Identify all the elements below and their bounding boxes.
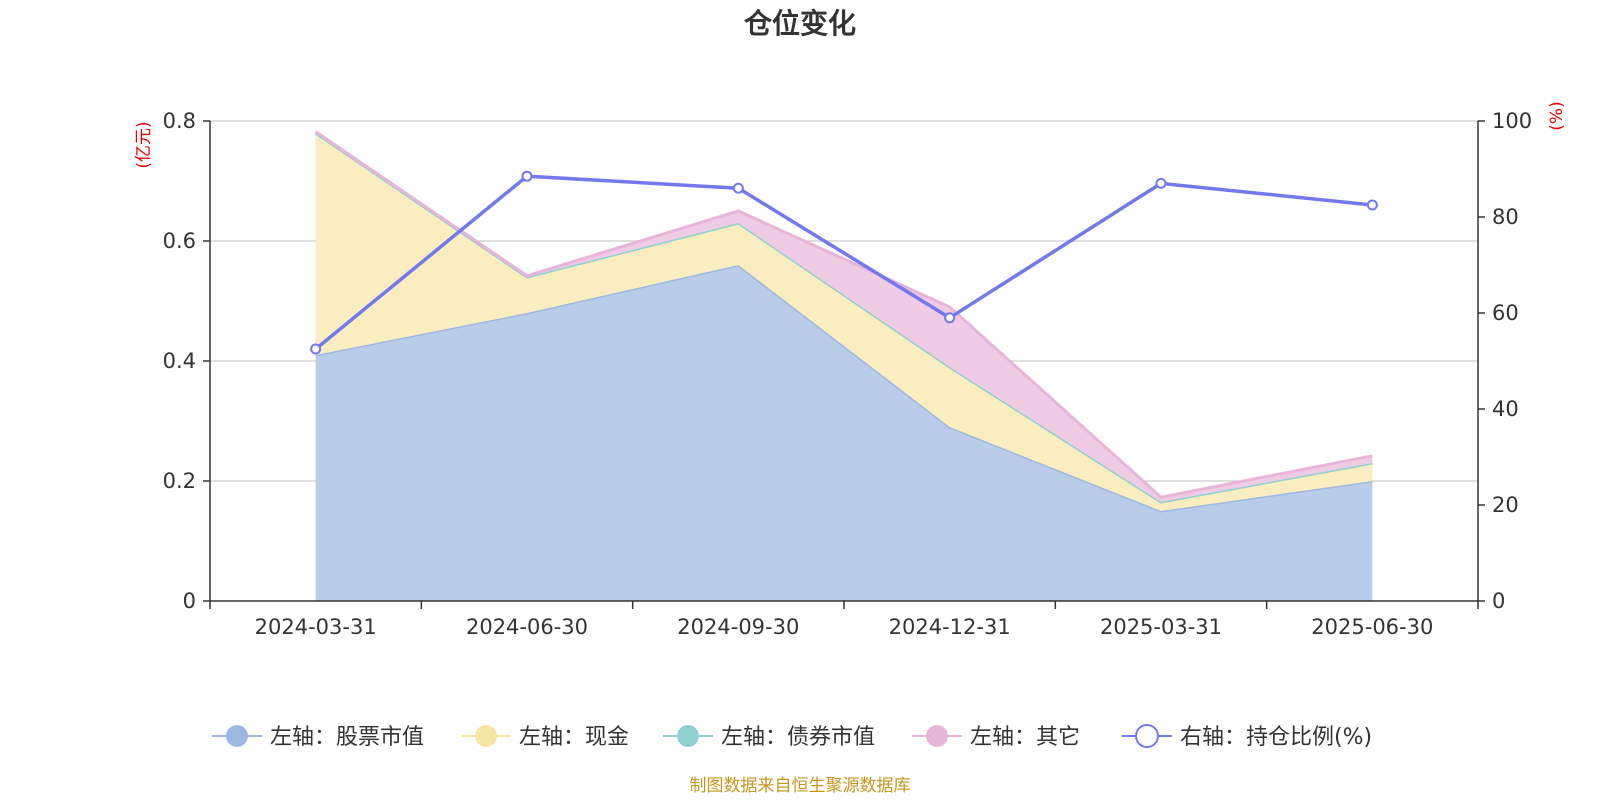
right-axis-ticks: 0 20 40 60 80 100: [1478, 109, 1532, 613]
legend-marker: [226, 725, 248, 747]
x-tick-label: 2025-06-30: [1311, 615, 1433, 639]
right-tick-label: 0: [1492, 589, 1505, 613]
area-1: [315, 265, 1373, 601]
ratio-line-path: [314, 174, 1373, 351]
data-source: 制图数据来自恒生聚源数据库: [690, 776, 911, 796]
legend-label: 左轴：其它: [970, 725, 1080, 750]
right-tick-label: 100: [1492, 109, 1532, 133]
x-tick-label: 2025-03-31: [1100, 615, 1222, 639]
chart-title: 仓位变化: [744, 7, 856, 40]
ratio-point: [310, 343, 322, 355]
legend-label: 左轴：股票市值: [270, 725, 424, 750]
left-tick-label: 0: [183, 589, 196, 613]
legend-marker: [677, 725, 699, 747]
x-tick-label: 2024-06-30: [466, 615, 588, 639]
legend-item: 左轴：现金: [461, 725, 629, 750]
left-tick-label: 0.2: [163, 469, 196, 493]
ratio-point: [1366, 199, 1378, 211]
legend-item: 左轴：债券市值: [663, 725, 875, 750]
left-axis-unit: (亿元): [134, 121, 154, 168]
ratio-point: [1155, 177, 1167, 189]
legend-marker: [475, 725, 497, 747]
right-tick-label: 40: [1492, 397, 1519, 421]
x-axis-ticks: 2024-03-31 2024-06-30 2024-09-30 2024-12-31…: [209, 601, 1479, 639]
legend-item: 左轴：股票市值: [212, 725, 424, 750]
x-tick-label: 2024-12-31: [889, 615, 1011, 639]
left-tick-label: 0.6: [163, 229, 196, 253]
ratio-point: [944, 312, 956, 324]
legend: 左轴：股票市值 左轴：现金 左轴：债券市值 左轴：其它 右轴：持仓比例(%): [212, 724, 1372, 750]
legend-marker: [1135, 724, 1159, 748]
ratio-point: [521, 170, 533, 182]
legend-marker: [926, 725, 948, 747]
legend-label: 右轴：持仓比例(%): [1180, 725, 1372, 750]
right-tick-label: 60: [1492, 301, 1519, 325]
right-tick-label: 20: [1492, 493, 1519, 517]
ratio-point: [732, 182, 744, 194]
legend-label: 左轴：现金: [519, 725, 629, 750]
right-tick-label: 80: [1492, 205, 1519, 229]
area-edge-4: [314, 130, 1373, 499]
ratio-line: [310, 170, 1378, 355]
legend-item: 左轴：其它: [912, 725, 1080, 750]
area-2: [315, 133, 1373, 511]
left-tick-label: 0.4: [163, 349, 196, 373]
stacked-areas: [314, 130, 1373, 601]
legend-item: 右轴：持仓比例(%): [1122, 724, 1372, 750]
legend-label: 左轴：债券市值: [721, 725, 875, 750]
left-tick-label: 0.8: [163, 109, 196, 133]
right-axis-unit: (%): [1547, 101, 1567, 130]
left-axis-ticks: 0 0.2 0.4 0.6 0.8: [163, 109, 210, 613]
x-tick-label: 2024-09-30: [677, 615, 799, 639]
x-tick-label: 2024-03-31: [255, 615, 377, 639]
